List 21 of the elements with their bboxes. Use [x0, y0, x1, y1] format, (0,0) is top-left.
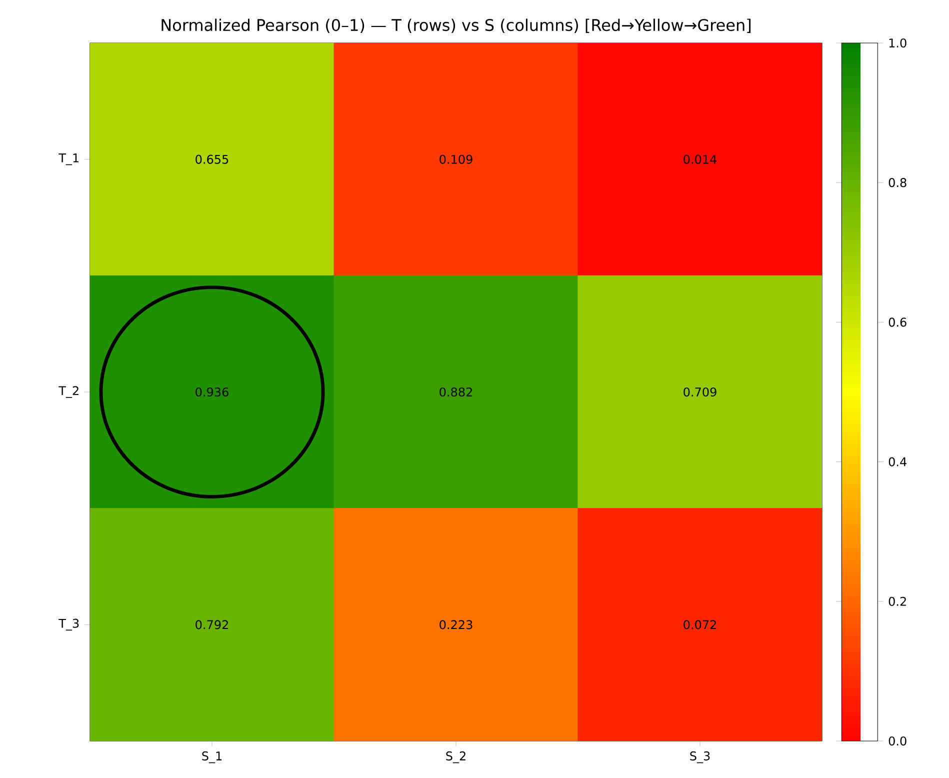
y-tick-label: T_3 — [58, 618, 79, 631]
data-label: 0.882 — [440, 387, 472, 397]
data-label: 0.223 — [440, 620, 472, 630]
x-tick-label: S_1 — [202, 751, 222, 764]
data-label: 0.109 — [440, 154, 472, 164]
y-tick-label: T_2 — [58, 386, 78, 398]
data-label: 0.792 — [196, 620, 228, 630]
color-bar-label: 0.4 — [888, 457, 906, 466]
chart-title: Normalized Pearson (0–1) — T (rows) vs S (columns) [Red→Yellow→Green] — [162, 18, 751, 33]
data-label: 0.936 — [196, 387, 228, 397]
x-tick-label: S_2 — [446, 751, 466, 764]
x-tick-label: S_3 — [690, 751, 710, 764]
color-bar-label: 0.2 — [888, 596, 906, 606]
data-label: 0.709 — [684, 387, 716, 397]
data-label: 0.655 — [196, 154, 228, 164]
color-bar-label: 0.6 — [888, 318, 906, 327]
y-tick-label: T_1 — [58, 154, 78, 166]
color-bar-label: 1.0 — [889, 38, 906, 48]
color-bar-label: 0.0 — [888, 736, 906, 746]
data-label: 0.072 — [684, 620, 716, 630]
color-bar-label: 0.8 — [888, 178, 906, 188]
